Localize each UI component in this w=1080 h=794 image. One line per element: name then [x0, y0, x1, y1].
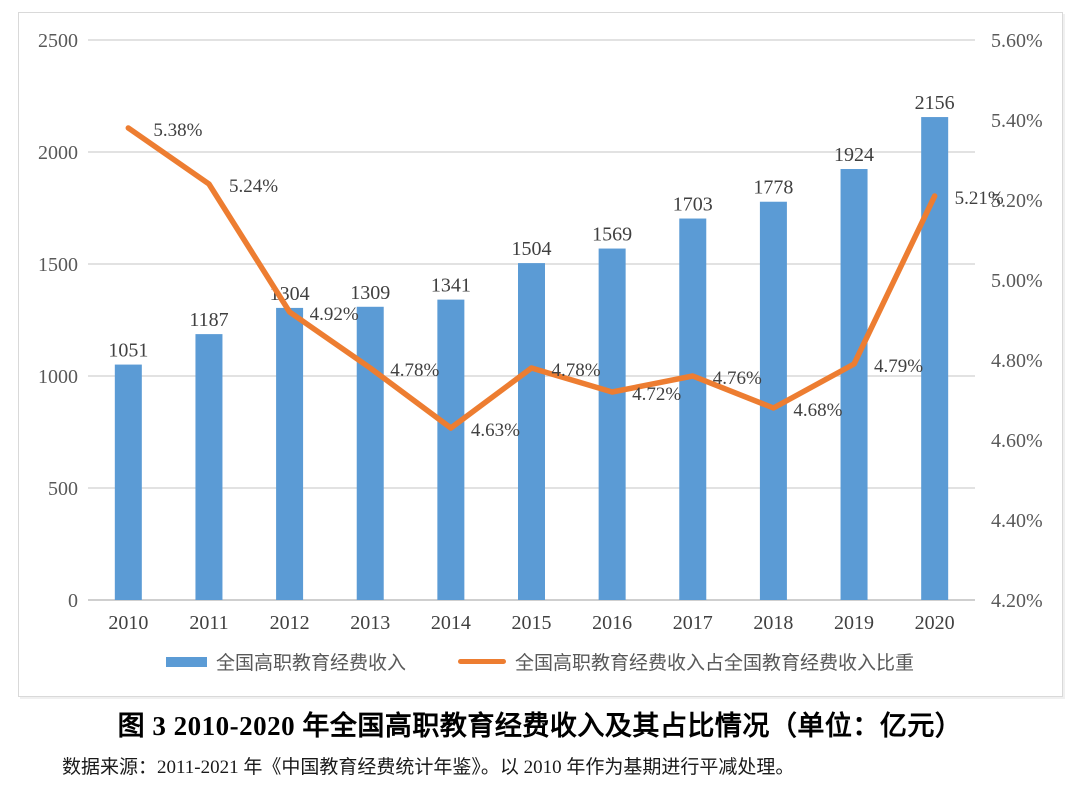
legend-item-line-series: 全国高职教育经费收入占全国教育经费收入比重: [458, 648, 914, 675]
x-axis-category-label: 2012: [270, 612, 310, 634]
line-series-swatch-icon: [458, 659, 506, 664]
figure-title: 图 3 2010-2020 年全国高职教育经费收入及其占比情况（单位：亿元）: [117, 711, 963, 741]
line-value-label: 4.79%: [874, 356, 923, 377]
x-axis-category-label: 2010: [108, 612, 148, 634]
bar-2011: [195, 334, 223, 600]
bar-value-label: 1703: [673, 194, 713, 216]
line-value-label: 5.38%: [153, 120, 202, 141]
bar-value-label: 1051: [108, 340, 148, 362]
right-axis-tick-label: 4.60%: [991, 430, 1043, 452]
legend-line-series-label: 全国高职教育经费收入占全国教育经费收入比重: [515, 653, 915, 674]
x-axis-category-label: 2015: [512, 612, 552, 634]
line-value-label: 4.78%: [390, 360, 439, 381]
x-axis-category-label: 2013: [350, 612, 390, 634]
bar-2012: [276, 307, 304, 600]
line-value-label: 4.72%: [632, 384, 681, 405]
chart-legend: 全国高职教育经费收入 全国高职教育经费收入占全国教育经费收入比重: [0, 648, 1080, 675]
left-axis-tick-label: 0: [68, 590, 78, 612]
bar-2017: [679, 218, 707, 600]
right-axis-tick-label: 5.40%: [991, 110, 1043, 132]
right-axis-tick-label: 4.80%: [991, 350, 1043, 372]
bar-2019: [840, 169, 868, 601]
bar-value-label: 1504: [512, 238, 552, 260]
right-axis-tick-label: 5.60%: [991, 30, 1043, 52]
bar-value-label: 1924: [834, 144, 874, 166]
left-axis-tick-label: 1500: [38, 254, 78, 276]
right-axis-tick-label: 5.00%: [991, 270, 1043, 292]
bar-2013: [356, 306, 384, 600]
left-axis-tick-label: 1000: [38, 366, 78, 388]
bar-value-label: 1341: [431, 275, 471, 297]
x-axis-category-label: 2020: [915, 612, 955, 634]
bar-value-label: 1309: [350, 282, 390, 304]
bar-value-label: 1569: [592, 224, 632, 246]
bar-value-label: 1778: [753, 177, 793, 199]
bar-2014: [437, 299, 465, 600]
bar-2015: [518, 263, 545, 600]
x-axis-category-label: 2019: [834, 612, 874, 634]
line-value-label: 5.21%: [955, 188, 1004, 209]
x-axis-category-label: 2018: [753, 612, 793, 634]
bar-2010: [114, 364, 142, 600]
bar-value-label: 2156: [915, 92, 955, 114]
x-axis-category-label: 2011: [189, 612, 228, 634]
line-value-label: 4.68%: [793, 400, 842, 421]
line-value-label: 5.24%: [229, 176, 278, 197]
left-axis-tick-label: 2500: [38, 30, 78, 52]
left-axis-tick-label: 500: [48, 478, 78, 500]
right-axis-tick-label: 4.20%: [991, 590, 1043, 612]
x-axis-category-label: 2017: [673, 612, 713, 634]
left-axis-tick-label: 2000: [38, 142, 78, 164]
combo-chart: 0 500 1000 1500 2000 2500 4.20% 4.40% 4.60% 4.80%…: [38, 30, 1043, 634]
x-axis-category-label: 2016: [592, 612, 632, 634]
line-value-label: 4.78%: [552, 360, 601, 381]
bar-2020: [921, 117, 949, 600]
legend-item-bar-series: 全国高职教育经费收入: [165, 648, 406, 675]
x-axis-category-label: 2014: [431, 612, 471, 634]
line-value-label: 4.92%: [310, 304, 359, 325]
right-axis-tick-label: 5.20%: [991, 190, 1043, 212]
bar-2016: [598, 248, 626, 600]
legend-bar-series-label: 全国高职教育经费收入: [215, 653, 406, 674]
bar-value-label: 1187: [189, 309, 228, 331]
right-axis-tick-label: 4.40%: [991, 510, 1043, 532]
line-value-label: 4.76%: [713, 368, 762, 389]
bar-series-swatch-icon: [165, 656, 207, 667]
figure-source-note: 数据来源：2011-2021 年《中国教育经费统计年鉴》。以 2010 年作为基…: [62, 757, 795, 778]
line-value-label: 4.63%: [471, 420, 520, 441]
line-series: [125, 125, 938, 431]
